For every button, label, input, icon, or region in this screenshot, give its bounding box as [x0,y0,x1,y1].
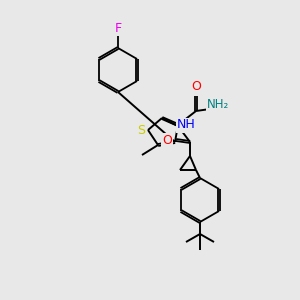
Text: NH₂: NH₂ [207,98,229,112]
Text: O: O [162,134,172,146]
Text: O: O [191,80,201,94]
Text: S: S [137,124,145,136]
Text: F: F [114,22,122,34]
Text: NH: NH [177,118,195,131]
